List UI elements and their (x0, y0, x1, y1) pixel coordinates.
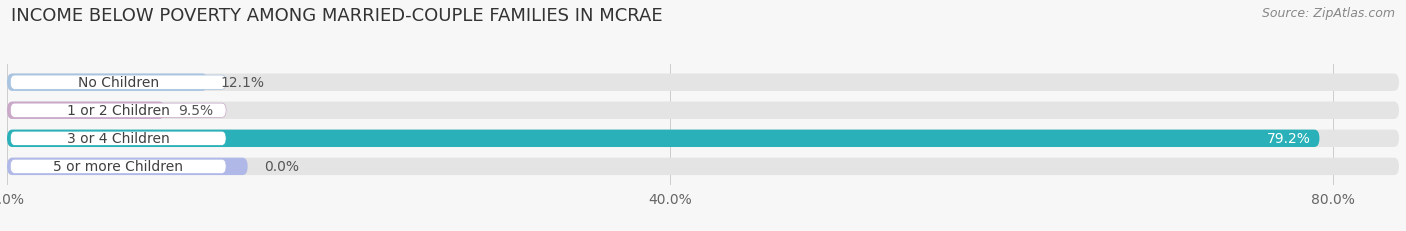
Text: 3 or 4 Children: 3 or 4 Children (67, 132, 170, 146)
FancyBboxPatch shape (10, 104, 226, 118)
FancyBboxPatch shape (10, 76, 226, 90)
FancyBboxPatch shape (7, 130, 1399, 147)
Text: 79.2%: 79.2% (1267, 132, 1312, 146)
FancyBboxPatch shape (7, 74, 1399, 91)
Text: Source: ZipAtlas.com: Source: ZipAtlas.com (1261, 7, 1395, 20)
FancyBboxPatch shape (10, 132, 226, 146)
FancyBboxPatch shape (7, 74, 208, 91)
FancyBboxPatch shape (7, 102, 1399, 119)
FancyBboxPatch shape (7, 130, 1319, 147)
Text: INCOME BELOW POVERTY AMONG MARRIED-COUPLE FAMILIES IN MCRAE: INCOME BELOW POVERTY AMONG MARRIED-COUPL… (11, 7, 662, 25)
FancyBboxPatch shape (7, 158, 1399, 175)
Text: 5 or more Children: 5 or more Children (53, 160, 183, 174)
Text: 1 or 2 Children: 1 or 2 Children (66, 104, 170, 118)
FancyBboxPatch shape (10, 160, 226, 174)
Text: 0.0%: 0.0% (264, 160, 299, 174)
FancyBboxPatch shape (7, 102, 165, 119)
Text: 9.5%: 9.5% (177, 104, 212, 118)
Text: No Children: No Children (77, 76, 159, 90)
FancyBboxPatch shape (7, 158, 247, 175)
Text: 12.1%: 12.1% (221, 76, 264, 90)
